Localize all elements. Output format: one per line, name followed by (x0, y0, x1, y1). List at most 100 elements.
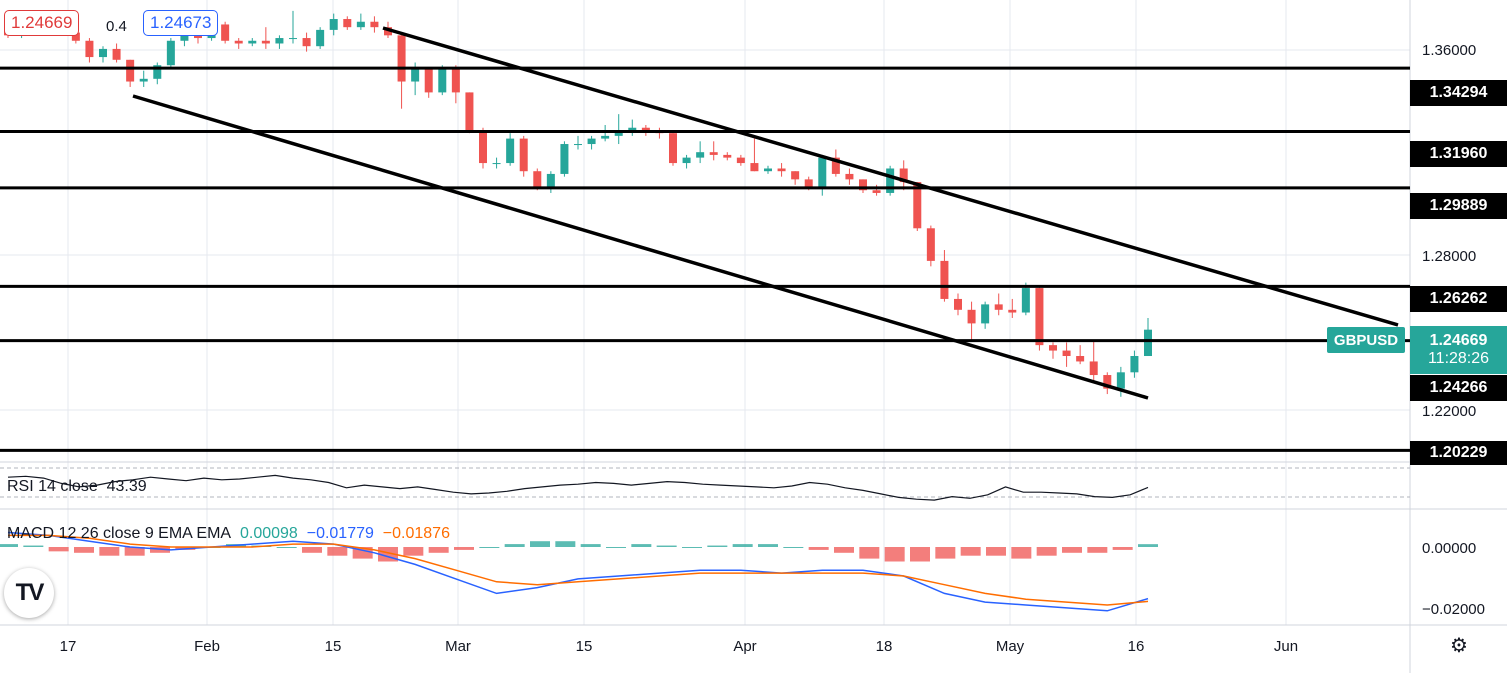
candle (682, 154, 691, 169)
candle-body (546, 173, 555, 188)
macd-histogram-bar (1112, 547, 1133, 550)
macd-legend[interactable]: MACD 12 26 close 9 EMA EMA 0.00098 −0.01… (7, 525, 450, 543)
macd-histogram-bar (0, 544, 18, 547)
candle (1062, 342, 1071, 367)
candle-body (967, 309, 976, 324)
candle-body (981, 304, 990, 324)
macd-histogram-bar (48, 547, 69, 552)
macd-histogram-bar (1087, 547, 1108, 553)
tradingview-logo-icon[interactable]: TV (4, 568, 54, 618)
macd-histogram-bar (910, 547, 930, 562)
candle-body (709, 152, 718, 155)
candle (275, 35, 284, 49)
candle-body (234, 40, 243, 44)
time-axis-label: 15 (576, 638, 593, 655)
candle (1144, 317, 1152, 357)
candle (954, 293, 962, 316)
macd-histogram-bar (682, 547, 702, 548)
macd-histogram-bar (1062, 547, 1082, 553)
candle-body (1144, 329, 1152, 357)
candle (343, 16, 352, 30)
macd-histogram-bar (1036, 547, 1057, 556)
candle-body (1076, 356, 1085, 362)
price-axis: 1.36000 1.28000 1.22000 0.00000 −0.02000 (1422, 42, 1485, 618)
candle-body (696, 152, 705, 158)
candle (329, 13, 338, 36)
candle (967, 301, 976, 340)
macd-histogram-bar (99, 547, 120, 556)
macd-histogram-bar (707, 545, 728, 547)
candle (85, 38, 94, 63)
candle (723, 152, 732, 161)
candle (791, 171, 800, 185)
candle-body (479, 130, 487, 164)
candle (221, 21, 230, 44)
candle-body (533, 171, 542, 188)
macd-histogram-bar (783, 547, 804, 548)
candle (940, 250, 949, 302)
channel-lower-line (132, 94, 1149, 400)
macd-histogram-bar (656, 545, 677, 547)
macd-histogram-bar (631, 544, 652, 547)
macd-histogram-bar (732, 544, 753, 547)
macd-title: MACD 12 26 close 9 EMA EMA (7, 525, 232, 542)
candle (614, 114, 623, 145)
macd-axis-label: −0.02000 (1422, 601, 1485, 618)
gear-icon[interactable]: ⚙ (1450, 635, 1468, 657)
candle (886, 165, 895, 196)
candle (370, 16, 379, 33)
candle-body (302, 38, 311, 47)
candle (302, 32, 311, 52)
candle-body (913, 182, 922, 229)
candle-body (85, 40, 94, 58)
candle-body (275, 38, 284, 44)
level-tag: 1.29889 (1410, 193, 1507, 219)
bid-price-box[interactable]: 1.24669 (4, 10, 80, 36)
rsi-legend[interactable]: RSI 14 close 43.39 (7, 478, 147, 496)
time-axis-label: 18 (876, 638, 893, 655)
macd-histogram-bar (580, 544, 601, 547)
time-axis-label: Apr (733, 638, 756, 655)
candle (750, 138, 759, 172)
time-axis-label: Jun (1274, 638, 1298, 655)
macd-histogram-bar (1011, 547, 1032, 559)
candle-body (777, 168, 786, 172)
rsi-line (7, 474, 1149, 501)
candle (424, 67, 433, 98)
candle-body (791, 171, 800, 180)
candle (899, 160, 908, 191)
macd-histogram-bar (834, 547, 854, 553)
level-tag: 1.31960 (1410, 141, 1507, 167)
candle (139, 70, 148, 87)
candle-body (261, 40, 270, 44)
candle-body (1116, 372, 1125, 389)
candle (587, 135, 596, 150)
macd-histogram-bar (504, 544, 525, 547)
macd-histogram-bar (454, 547, 474, 550)
macd-histogram-bar (884, 547, 905, 562)
candle-body (994, 304, 1003, 310)
candle (261, 27, 270, 49)
candle (913, 182, 922, 231)
candle (465, 92, 474, 134)
candle-body (316, 29, 325, 47)
macd-histogram-bar (327, 547, 348, 556)
rsi-title: RSI 14 close (7, 478, 98, 495)
candle-body (1035, 288, 1044, 346)
candle (736, 154, 745, 166)
candle (356, 13, 365, 30)
candle-body (343, 19, 352, 28)
candle (1049, 342, 1057, 359)
candle-body (166, 40, 175, 66)
candle (845, 168, 854, 185)
candle (601, 125, 610, 142)
level-tag: 1.20229 (1410, 441, 1507, 465)
candle (1008, 298, 1017, 318)
time-axis: 17 Feb 15 Mar 15 Apr 18 May 16 Jun (60, 638, 1298, 655)
ask-price-box[interactable]: 1.24673 (143, 10, 219, 36)
candle-body (451, 67, 460, 93)
candle (696, 141, 705, 164)
candle-body (1049, 345, 1057, 351)
